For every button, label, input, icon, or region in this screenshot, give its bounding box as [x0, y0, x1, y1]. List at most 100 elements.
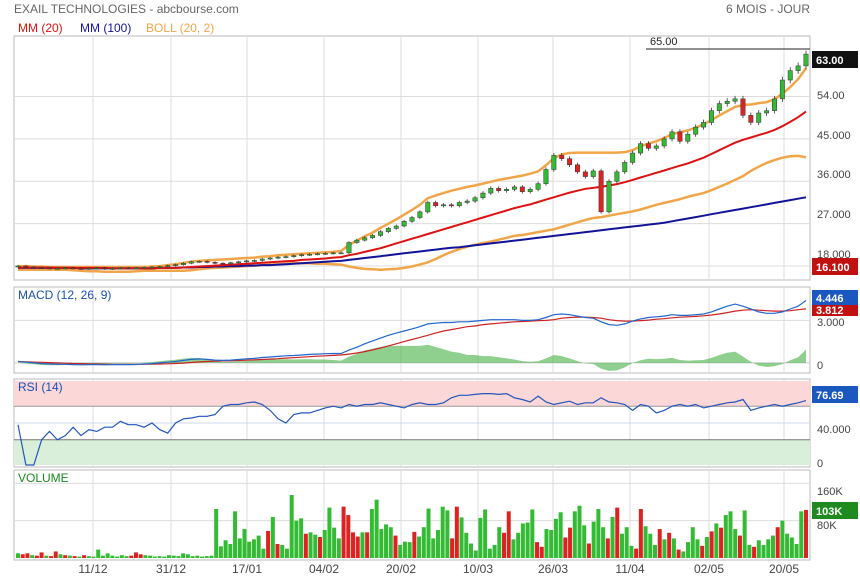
candle-body	[94, 267, 100, 270]
legend-mm100[interactable]: MM (100)	[80, 21, 131, 35]
candle-body	[314, 253, 320, 256]
price-tick: 45.000	[817, 130, 851, 142]
volume-bar	[417, 536, 422, 558]
candle-body	[322, 253, 328, 255]
candle-body	[653, 145, 659, 149]
volume-bar	[379, 529, 384, 558]
last-price-badge	[812, 51, 858, 68]
volume-bar	[96, 549, 101, 558]
volume-bar	[473, 550, 478, 558]
candle-body	[401, 221, 407, 227]
candle-body	[787, 70, 793, 81]
candle-body	[244, 260, 249, 263]
volume-bar	[53, 551, 58, 558]
candle-body	[181, 262, 186, 265]
candle-body	[638, 143, 643, 154]
volume-bar	[653, 544, 658, 558]
volume-bar	[49, 556, 54, 558]
volume-bar	[747, 544, 752, 558]
rsi-overbought-zone	[14, 381, 810, 407]
volume-bar	[58, 554, 63, 558]
volume-bar	[539, 546, 544, 558]
volume-bar	[20, 554, 25, 558]
volume-bar	[450, 538, 455, 558]
volume-panel	[16, 495, 808, 558]
candle-body	[527, 189, 533, 192]
price-panel	[15, 50, 809, 273]
volume-bar	[657, 529, 662, 558]
macd-tick: 0	[817, 360, 823, 372]
volume-bar	[369, 509, 374, 558]
volume-bar	[676, 549, 681, 558]
volume-bar	[44, 555, 49, 558]
volume-bar	[553, 518, 558, 558]
candle-body	[39, 267, 45, 269]
x-label: 20/02	[386, 562, 416, 576]
rsi-tick: 0	[817, 458, 823, 470]
candle-body	[117, 267, 123, 270]
price-tick: 27.000	[817, 209, 851, 221]
volume-bar	[690, 527, 695, 558]
macd-histogram	[18, 344, 806, 371]
candle-body	[795, 65, 801, 71]
last-price-label: 63.00	[816, 55, 844, 67]
low-price-label: 16.100	[816, 262, 850, 274]
legend-boll[interactable]: BOLL (20, 2)	[146, 21, 214, 35]
volume-bar	[384, 524, 389, 558]
high-annotation-label: 65.00	[650, 36, 678, 48]
candle-body	[259, 258, 265, 261]
volume-bar	[256, 535, 261, 558]
candle-body	[425, 202, 431, 213]
volume-bar	[643, 526, 648, 558]
volume-bar	[351, 532, 356, 558]
candle-body	[559, 155, 565, 159]
volume-bar	[275, 544, 280, 558]
candle-body	[31, 266, 37, 269]
grid-layer	[13, 35, 811, 561]
candle-body	[740, 98, 746, 116]
candle-body	[70, 267, 76, 270]
candle-body	[598, 170, 604, 213]
candle-body	[748, 115, 754, 123]
volume-bar	[737, 535, 742, 558]
candle-body	[708, 110, 714, 123]
volume-bar	[157, 556, 162, 558]
x-label: 10/03	[463, 562, 493, 576]
volume-bar	[775, 527, 780, 558]
candle-body	[251, 260, 257, 262]
macd-line	[17, 300, 807, 366]
candle-body	[330, 252, 336, 255]
candle-body	[448, 204, 454, 207]
candle-body	[567, 158, 573, 166]
volume-bar	[105, 553, 110, 558]
volume-bar	[629, 545, 634, 558]
volume-bar	[752, 546, 757, 558]
candle-body	[433, 202, 439, 207]
volume-bar	[63, 555, 68, 558]
volume-bar	[16, 553, 20, 558]
volume-bar	[284, 548, 289, 558]
volume-bar	[166, 555, 171, 558]
volume-bar	[223, 540, 228, 558]
volume-bar	[308, 532, 313, 558]
candle-body	[716, 103, 722, 111]
candle-body	[779, 79, 785, 100]
volume-bar	[662, 539, 667, 558]
rsi-badge	[812, 386, 858, 403]
volume-bar	[39, 552, 44, 558]
macd-panel	[17, 300, 807, 371]
volume-bar	[143, 555, 148, 558]
candle-body	[149, 266, 155, 269]
candle-body	[267, 257, 273, 260]
volume-bar	[237, 538, 242, 558]
candle-body	[307, 254, 313, 256]
candle-body	[677, 131, 683, 142]
volume-bar	[426, 508, 431, 558]
x-label: 02/05	[694, 562, 724, 576]
period-label[interactable]: 6 MOIS - JOUR	[726, 2, 810, 16]
x-label: 04/02	[309, 562, 339, 576]
legend-mm20[interactable]: MM (20)	[18, 21, 63, 35]
candle-body	[590, 170, 596, 177]
rsi-tick: 40.000	[817, 424, 851, 436]
low-price-badge	[812, 258, 858, 275]
